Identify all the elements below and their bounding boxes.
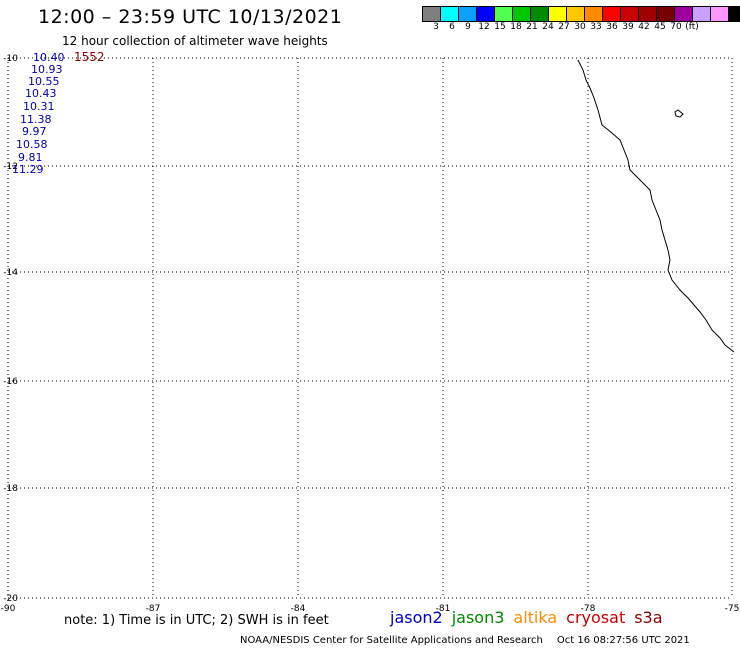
color-scale-label: 30 — [574, 22, 586, 32]
satellite-name: jason3 — [451, 608, 505, 627]
satellite-name: cryosat — [566, 608, 626, 627]
latitude-label: -16 — [3, 377, 18, 387]
color-scale-label: 70 — [670, 22, 682, 32]
color-scale-label: (ft) — [685, 22, 699, 32]
map-subtitle: 12 hour collection of altimeter wave hei… — [62, 34, 328, 48]
credit-text: NOAA/NESDIS Center for Satellite Applica… — [240, 635, 543, 646]
longitude-label: -90 — [1, 604, 16, 614]
longitude-label: -87 — [146, 604, 161, 614]
wave-height-value: 9.81 — [18, 151, 43, 164]
grid-lines — [7, 57, 733, 599]
latitude-label: -10 — [3, 54, 18, 64]
color-scale-label: 12 — [478, 22, 490, 32]
satellite-legend: jason2 jason3 altika cryosat s3a — [390, 608, 672, 627]
color-scale-label: 9 — [465, 22, 471, 32]
footer-note: note: 1) Time is in UTC; 2) SWH is in fe… — [64, 613, 329, 628]
coastline — [577, 59, 735, 353]
color-scale-label: 33 — [590, 22, 602, 32]
observation-count: 1552 — [74, 50, 105, 64]
wave-height-value: 10.43 — [25, 87, 57, 100]
color-scale-label: 24 — [542, 22, 554, 32]
color-scale-label: 45 — [654, 22, 666, 32]
wave-height-value: 10.55 — [28, 75, 60, 88]
longitude-label: -78 — [581, 604, 596, 614]
satellite-name: altika — [513, 608, 558, 627]
color-scale-label: 21 — [526, 22, 538, 32]
satellite-name: s3a — [634, 608, 663, 627]
color-scale-label: 39 — [622, 22, 634, 32]
latitude-label: -14 — [3, 268, 18, 278]
latitude-label: -18 — [3, 484, 18, 494]
color-scale-label: 3 — [433, 22, 439, 32]
color-scale-label: 15 — [494, 22, 506, 32]
longitude-label: -75 — [725, 604, 740, 614]
color-scale-label: 36 — [606, 22, 618, 32]
wave-height-value: 11.38 — [20, 113, 52, 126]
latitude-label: -12 — [3, 162, 18, 172]
wave-height-value: 10.31 — [23, 100, 55, 113]
wave-height-value: 10.58 — [16, 138, 48, 151]
longitude-labels: -90 -87 -84 -81 -78 -75 — [1, 604, 740, 614]
credit-line: NOAA/NESDIS Center for Satellite Applica… — [240, 635, 690, 646]
wave-height-value: 10.40 — [33, 51, 65, 64]
island — [674, 109, 684, 118]
color-scale-bar — [422, 6, 740, 22]
color-scale-label: 18 — [510, 22, 522, 32]
wave-height-value: 10.93 — [31, 63, 63, 76]
satellite-name: jason2 — [390, 608, 443, 627]
color-scale-label: 6 — [449, 22, 455, 32]
color-scale-labels: 3 6 9 12 15 18 21 24 27 30 33 36 39 42 45 70 (ft) — [422, 22, 740, 34]
wave-height-value: 9.97 — [22, 125, 47, 138]
timestamp: Oct 16 08:27:56 UTC 2021 — [556, 635, 690, 646]
wave-height-value: 11.29 — [12, 163, 44, 176]
color-scale-label: 27 — [558, 22, 570, 32]
map-title: 12:00 – 23:59 UTC 10/13/2021 — [38, 6, 343, 28]
latitude-label: -20 — [3, 594, 18, 604]
latitude-labels: -10 -12 -14 -16 -18 -20 — [3, 54, 18, 604]
color-scale-label: 42 — [638, 22, 650, 32]
color-swatch — [728, 6, 740, 22]
longitude-label: -84 — [291, 604, 306, 614]
longitude-label: -81 — [436, 604, 451, 614]
